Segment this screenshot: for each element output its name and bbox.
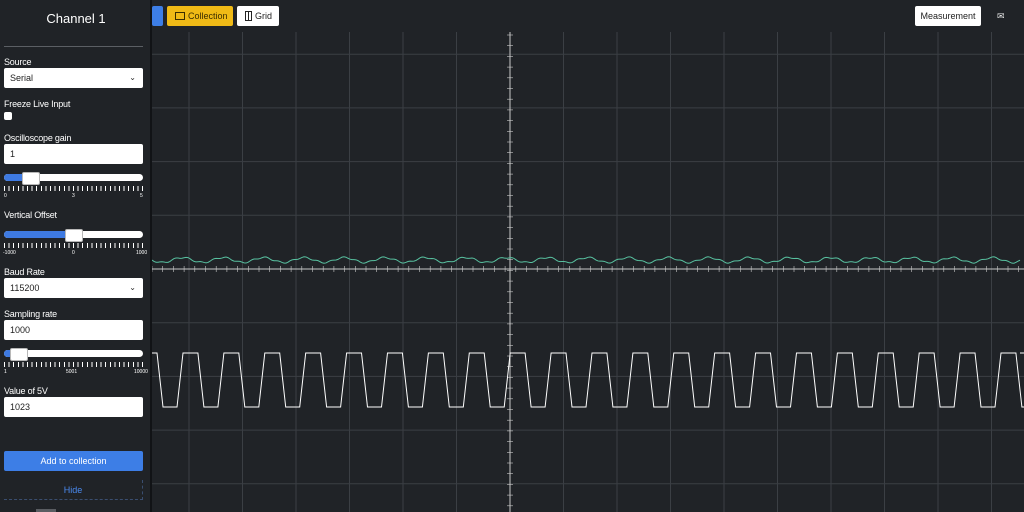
sampling-ticks: [4, 362, 143, 367]
mail-icon[interactable]: ✉: [997, 11, 1005, 21]
source-select-value: Serial: [10, 73, 34, 83]
gain-slider[interactable]: [4, 172, 143, 185]
tick-label: 5: [140, 193, 143, 199]
gain-input[interactable]: 1: [4, 144, 143, 164]
slider-thumb[interactable]: [64, 229, 83, 242]
v5-label: Value of 5V: [4, 386, 48, 396]
slider-thumb[interactable]: [10, 348, 29, 361]
source-label: Source: [4, 57, 32, 67]
baud-select-value: 115200: [10, 283, 40, 293]
slider-track: [4, 350, 143, 357]
measurement-button[interactable]: Measurement: [915, 6, 981, 26]
hide-button[interactable]: Hide: [4, 480, 143, 500]
channel-sidebar: Channel 1 Source Serial ⌄ Freeze Live In…: [0, 0, 152, 512]
trace-channel-1: [152, 256, 1021, 264]
baud-select[interactable]: 115200 ⌄: [4, 278, 143, 298]
tick-label: 1: [4, 369, 7, 375]
gain-label: Oscilloscope gain: [4, 133, 72, 143]
slider-track: [4, 174, 143, 181]
grid-button[interactable]: Grid: [237, 6, 279, 26]
divider: [4, 46, 143, 47]
channel-tab-button[interactable]: [152, 6, 163, 26]
tick-label: 0: [4, 193, 7, 199]
chevron-down-icon: ⌄: [129, 73, 136, 82]
add-to-collection-button[interactable]: Add to collection: [4, 451, 143, 471]
gain-ticks: [4, 186, 143, 191]
tick-label: 0: [72, 250, 75, 256]
oscilloscope-plot[interactable]: [152, 0, 1024, 512]
trace-channel-2: [152, 352, 1024, 408]
slider-fill: [4, 174, 32, 181]
freeze-checkbox[interactable]: [4, 112, 12, 120]
tick-label: -1000: [3, 250, 16, 256]
offset-ticks: [4, 243, 143, 248]
v5-input[interactable]: 1023: [4, 397, 143, 417]
sampling-slider[interactable]: [4, 348, 143, 361]
folder-icon: [175, 12, 185, 20]
tick-label: 5001: [66, 369, 78, 375]
grid-icon: [245, 11, 252, 21]
tick-label: 1000: [136, 250, 148, 256]
chevron-down-icon: ⌄: [129, 283, 136, 292]
slider-fill: [4, 231, 74, 238]
offset-label: Vertical Offset: [4, 210, 57, 220]
offset-slider[interactable]: [4, 229, 143, 242]
collection-label: Collection: [188, 11, 228, 21]
slider-thumb[interactable]: [22, 172, 41, 185]
grid-label: Grid: [255, 11, 273, 21]
collection-button[interactable]: Collection: [167, 6, 233, 26]
freeze-label: Freeze Live Input: [4, 99, 71, 109]
sampling-label: Sampling rate: [4, 309, 57, 319]
baud-label: Baud Rate: [4, 267, 45, 277]
sampling-input[interactable]: 1000: [4, 320, 143, 340]
plot-background: [152, 0, 1024, 512]
scrollbar[interactable]: [36, 509, 56, 512]
tick-label: 3: [72, 193, 75, 199]
tick-label: 10000: [134, 369, 148, 375]
source-select[interactable]: Serial ⌄: [4, 68, 143, 88]
channel-title: Channel 1: [46, 11, 106, 26]
